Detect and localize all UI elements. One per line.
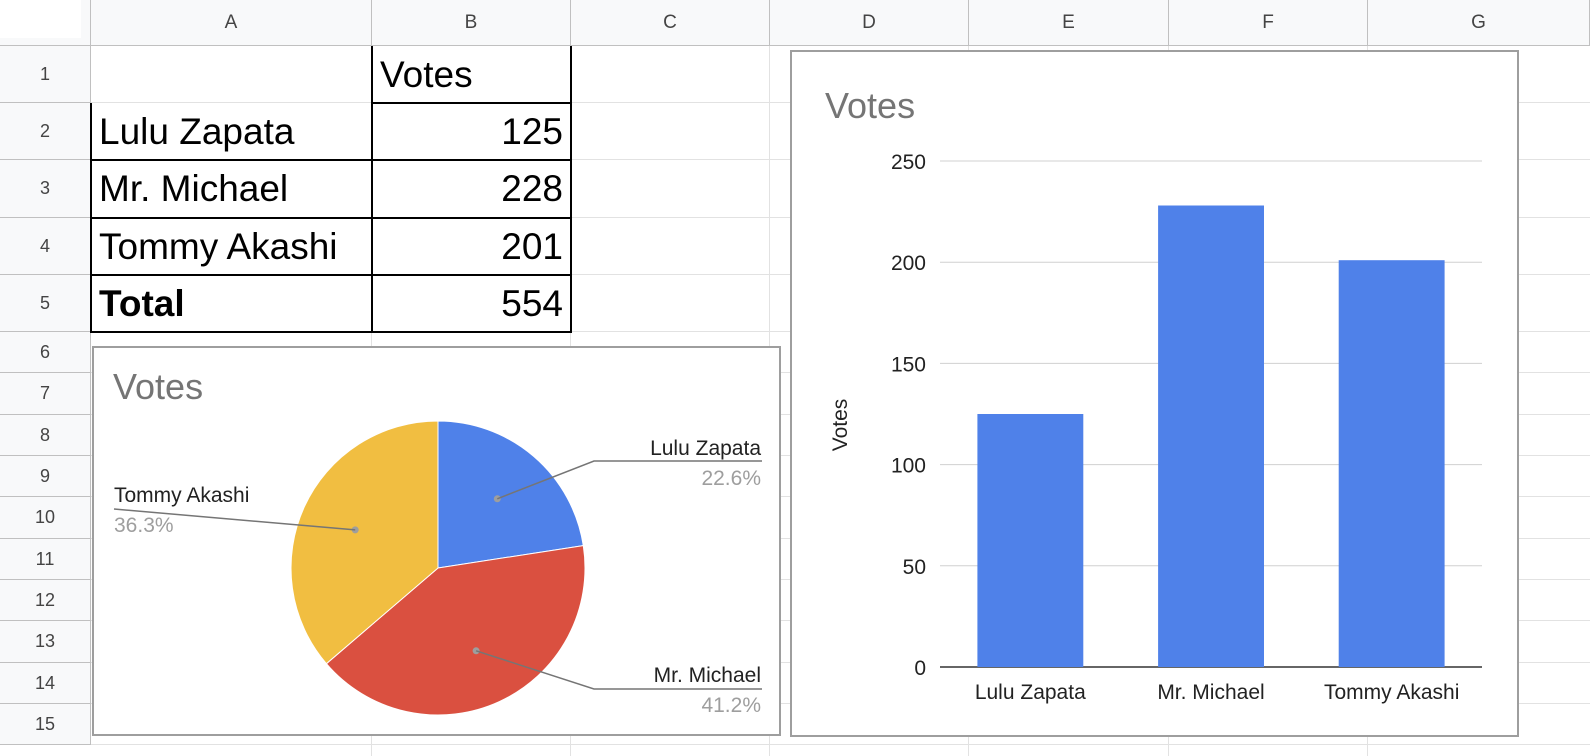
pie-slice xyxy=(325,545,586,716)
column-header-e[interactable]: E xyxy=(969,0,1169,46)
column-header-g[interactable]: G xyxy=(1368,0,1590,46)
cell-a2[interactable]: Lulu Zapata xyxy=(99,110,295,152)
cell-a5[interactable]: Total xyxy=(99,282,185,324)
y-axis-title: Votes xyxy=(829,399,852,452)
table-border xyxy=(90,274,572,276)
pie-chart-plot: Lulu Zapata 22.6% Mr. Michael 41.2% Tommy Ak… xyxy=(113,420,762,717)
row-header-9[interactable]: 9 xyxy=(0,456,91,497)
table-border xyxy=(371,102,572,104)
pie-chart[interactable]: Votes Lulu Zapata 22.6% Mr. Michael 41.2% To… xyxy=(92,346,781,736)
y-tick-label: 250 xyxy=(891,151,926,174)
bar xyxy=(1338,260,1445,667)
row-header-13[interactable]: 13 xyxy=(0,621,91,663)
column-header-f[interactable]: F xyxy=(1169,0,1368,46)
y-tick-label: 150 xyxy=(891,353,926,376)
x-tick-label: Mr. Michael xyxy=(1157,681,1264,704)
pie-slice-percent: 22.6% xyxy=(701,467,761,490)
pie-slice-percent: 36.3% xyxy=(114,514,174,537)
row-header-14[interactable]: 14 xyxy=(0,663,91,704)
y-tick-label: 50 xyxy=(903,556,926,579)
column-header-d[interactable]: D xyxy=(770,0,969,46)
pie-leader-dot xyxy=(351,526,359,534)
table-border xyxy=(90,331,572,333)
cell-b2[interactable]: 125 xyxy=(501,110,563,152)
row-header-8[interactable]: 8 xyxy=(0,415,91,456)
table-border xyxy=(90,159,572,161)
y-tick-label: 100 xyxy=(891,455,926,478)
grid-line xyxy=(91,744,1590,745)
row-header-10[interactable]: 10 xyxy=(0,497,91,539)
pie-slice-percent: 41.2% xyxy=(701,694,761,717)
row-header-12[interactable]: 12 xyxy=(0,580,91,621)
bar-chart[interactable]: Votes 0 50 100 150 200 250 Lulu Zapata Mr. Mich… xyxy=(790,50,1519,737)
column-header-b[interactable]: B xyxy=(372,0,571,46)
pie-leader-line xyxy=(475,650,762,690)
cell-b3[interactable]: 228 xyxy=(501,168,563,209)
pie-slice-label: Mr. Michael xyxy=(654,664,761,687)
select-all-corner[interactable] xyxy=(0,0,91,46)
pie-chart-title: Votes xyxy=(113,366,204,407)
cell-b5[interactable]: 554 xyxy=(501,282,563,324)
pie-slice-label: Tommy Akashi xyxy=(114,484,249,507)
cell-a3[interactable]: Mr. Michael xyxy=(99,168,289,209)
cell-b1[interactable]: Votes xyxy=(380,53,473,95)
column-header-a[interactable]: A xyxy=(91,0,372,46)
cell-a1[interactable] xyxy=(91,46,372,103)
row-header-11[interactable]: 11 xyxy=(0,539,91,580)
row-header-1[interactable]: 1 xyxy=(0,46,91,103)
pie-slice-label: Lulu Zapata xyxy=(650,437,761,460)
column-header-c[interactable]: C xyxy=(571,0,770,46)
row-header-6[interactable]: 6 xyxy=(0,332,91,373)
x-tick-label: Lulu Zapata xyxy=(975,681,1086,704)
cell-a4[interactable]: Tommy Akashi xyxy=(99,225,338,267)
y-tick-label: 200 xyxy=(891,252,926,275)
pie-slice xyxy=(290,420,439,665)
table-border xyxy=(570,46,572,333)
bar xyxy=(1158,205,1264,667)
table-border xyxy=(90,217,572,219)
bar-chart-title: Votes xyxy=(825,85,916,126)
y-tick-label: 0 xyxy=(914,657,926,680)
cell-b4[interactable]: 201 xyxy=(501,225,563,267)
bar xyxy=(977,414,1084,667)
row-header-4[interactable]: 4 xyxy=(0,218,91,275)
row-header-7[interactable]: 7 xyxy=(0,373,91,415)
row-header-3[interactable]: 3 xyxy=(0,160,91,218)
row-header-2[interactable]: 2 xyxy=(0,103,91,160)
table-border xyxy=(371,46,373,333)
pie-leader-line xyxy=(113,508,356,531)
pie-leader-line xyxy=(497,460,762,500)
row-header-15[interactable]: 15 xyxy=(0,704,91,745)
pie-slice xyxy=(437,420,584,569)
x-tick-label: Tommy Akashi xyxy=(1324,681,1459,704)
row-header-5[interactable]: 5 xyxy=(0,275,91,332)
bar-chart-plot: 0 50 100 150 200 250 Lulu Zapata Mr. Michael Tom… xyxy=(829,151,1482,704)
